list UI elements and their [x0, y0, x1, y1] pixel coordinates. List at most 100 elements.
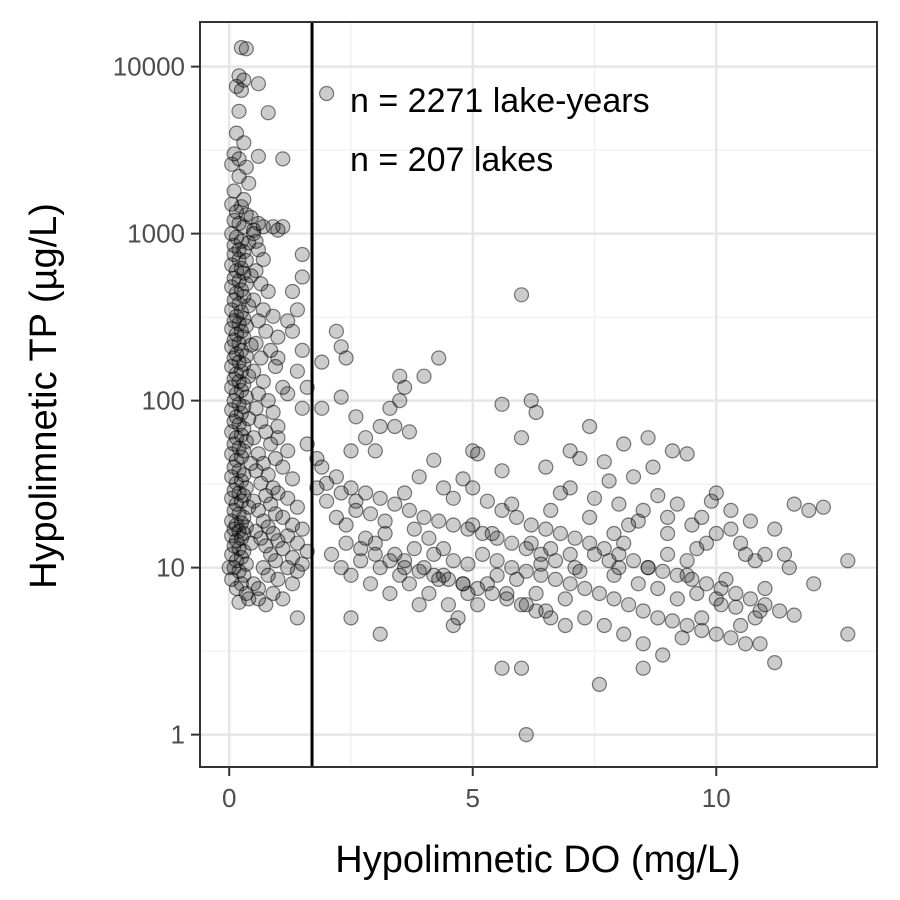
data-point: [411, 469, 427, 485]
data-point: [635, 636, 651, 652]
data-point: [221, 559, 237, 576]
data-point: [319, 85, 335, 102]
data-point: [694, 610, 710, 626]
data-point: [508, 571, 525, 588]
data-point: [455, 471, 471, 487]
data-point: [253, 530, 269, 546]
data-point: [708, 485, 724, 501]
data-point: [231, 594, 247, 610]
data-point: [689, 540, 705, 557]
x-tick-label: 0: [222, 783, 236, 813]
data-point: [314, 354, 330, 370]
data-point: [840, 553, 856, 569]
data-point: [377, 525, 393, 542]
data-point: [440, 597, 456, 613]
data-point: [806, 576, 822, 592]
data-point: [508, 509, 525, 526]
data-point: [679, 567, 695, 583]
data-point: [421, 530, 437, 546]
data-point: [465, 517, 481, 533]
data-point: [591, 676, 608, 693]
data-point: [557, 617, 573, 634]
data-point: [275, 540, 291, 557]
data-point: [567, 559, 583, 576]
data-point: [401, 502, 417, 518]
data-point: [294, 246, 310, 263]
data-point: [577, 610, 593, 626]
data-point: [255, 513, 271, 529]
data-point: [367, 546, 383, 563]
data-point: [289, 363, 305, 379]
data-point: [606, 567, 622, 583]
data-point: [353, 540, 369, 557]
data-point: [387, 418, 403, 435]
data-point: [781, 559, 797, 576]
data-point: [742, 591, 759, 607]
data-point: [270, 571, 286, 588]
data-point: [616, 626, 632, 642]
data-point: [606, 591, 622, 607]
data-point: [640, 559, 656, 576]
data-point: [728, 599, 744, 615]
data-point: [650, 580, 666, 597]
data-point: [694, 622, 710, 639]
data-point: [723, 521, 739, 537]
data-point: [280, 443, 296, 459]
data-point: [625, 553, 642, 569]
data-point: [250, 446, 266, 462]
data-point: [460, 556, 476, 572]
x-axis-title: Hypolimnetic DO (mg/L): [335, 839, 740, 881]
data-point: [231, 103, 247, 119]
data-point: [533, 567, 549, 583]
data-point: [258, 488, 274, 504]
data-point: [392, 393, 408, 409]
data-point: [513, 430, 530, 446]
data-point: [435, 540, 452, 557]
data-point: [431, 513, 447, 529]
data-point: [504, 535, 520, 551]
data-point: [416, 509, 432, 526]
data-point: [494, 396, 510, 412]
data-point: [664, 443, 681, 459]
data-point: [606, 525, 622, 542]
data-point: [538, 459, 554, 475]
data-point: [723, 502, 739, 518]
data-point: [655, 563, 671, 579]
data-point: [372, 418, 388, 435]
data-point: [358, 430, 374, 446]
data-point: [284, 576, 301, 592]
data-point: [258, 323, 274, 339]
data-point: [767, 654, 783, 671]
data-point: [645, 459, 661, 475]
data-point: [445, 617, 461, 634]
data-point: [513, 660, 530, 676]
data-point: [270, 329, 286, 345]
data-point: [328, 323, 344, 339]
data-point: [577, 580, 593, 597]
data-point: [625, 469, 642, 485]
data-point: [659, 525, 676, 542]
data-point: [470, 446, 486, 462]
data-point: [250, 242, 266, 258]
data-point: [518, 597, 534, 613]
data-point: [504, 496, 520, 512]
data-point: [358, 485, 374, 501]
data-point: [630, 513, 646, 529]
data-point: [465, 480, 481, 496]
data-point: [267, 553, 284, 569]
data-point: [474, 546, 491, 563]
data-point: [586, 546, 603, 563]
data-point: [416, 368, 432, 384]
data-point: [258, 597, 274, 613]
data-point: [552, 485, 569, 501]
data-point: [265, 404, 281, 420]
data-point: [284, 283, 301, 300]
data-point: [294, 400, 310, 416]
data-point: [499, 585, 515, 602]
data-point: [289, 610, 305, 626]
data-point: [236, 244, 252, 260]
data-point: [732, 617, 749, 634]
data-point: [372, 626, 388, 642]
data-point: [255, 251, 271, 268]
data-point: [275, 591, 291, 607]
